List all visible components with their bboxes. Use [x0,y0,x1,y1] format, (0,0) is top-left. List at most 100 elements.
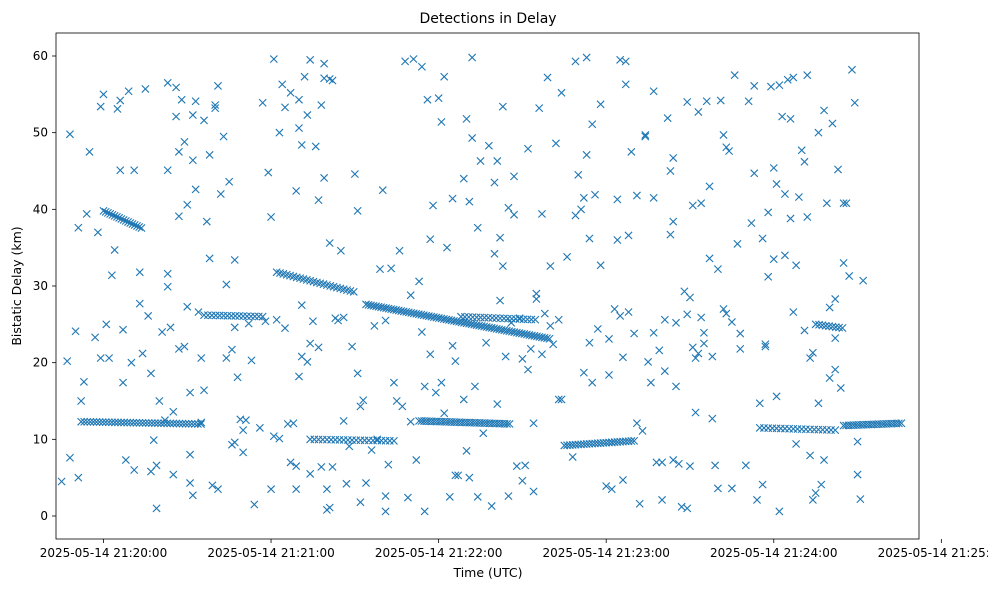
data-point [831,323,840,332]
data-point [585,338,594,347]
data-point [207,311,216,320]
data-point [314,343,323,352]
data-point [699,328,708,337]
data-point [211,101,220,110]
data-point [147,419,156,428]
data-point [683,310,692,319]
data-point [806,354,815,363]
data-point [106,209,115,218]
data-point [96,354,105,363]
data-point [123,418,132,427]
data-point [120,418,129,427]
data-point [688,201,697,210]
data-point [297,301,306,310]
data-point [230,438,239,447]
data-point [417,62,426,71]
data-point [116,96,125,105]
data-point [107,271,116,280]
data-point [191,185,200,194]
data-point [672,318,681,327]
data-point [624,308,633,317]
data-point [621,57,630,66]
data-point [605,370,613,379]
data-point [753,495,762,504]
data-point [504,492,513,501]
data-point [129,418,138,427]
data-point [117,418,126,427]
data-point [239,312,248,321]
data-point [808,495,817,504]
data-point [505,419,514,428]
data-point [512,462,521,471]
data-point [328,462,337,471]
data-point [166,323,175,332]
data-point [850,98,859,107]
data-point [117,214,126,223]
data-point [119,378,128,387]
data-point [694,107,703,116]
data-point [605,334,613,343]
data-point [431,388,440,397]
data-point [537,209,546,218]
data-point [205,150,214,159]
data-point [496,296,505,305]
data-point [403,493,412,502]
data-point [325,239,334,248]
data-point [630,329,639,338]
data-point [685,462,694,471]
data-point [213,485,222,494]
data-point [780,190,789,198]
data-point [188,156,197,165]
data-point [153,419,162,428]
y-tick-label: 10 [33,432,48,446]
data-point [250,312,259,321]
data-point [292,485,301,494]
data-point [683,504,692,513]
data-point [193,419,202,428]
data-point [845,272,854,281]
data-point [190,419,199,428]
data-point [571,57,580,66]
data-point [91,333,100,342]
data-point [786,214,795,223]
data-point [254,312,263,321]
data-point [130,220,139,229]
data-point [529,487,538,496]
x-tick-label: 2025-05-14 21:23:00 [542,546,669,560]
data-point [172,83,181,92]
data-point [163,419,172,428]
data-point [395,246,404,255]
data-point [644,357,653,366]
data-point [593,324,602,333]
data-point [649,193,658,202]
data-point [783,75,792,84]
data-point [98,418,107,427]
data-point [101,207,110,216]
data-point [119,215,128,224]
data-point [434,94,443,103]
data-point [462,446,471,455]
chart-title: Detections in Delay [419,11,556,27]
y-tick-label: 30 [33,279,48,293]
data-point [303,357,312,366]
data-point [708,414,717,423]
data-point [820,456,829,465]
data-point [484,141,493,150]
data-point [713,265,722,274]
data-point [582,53,591,62]
data-point [130,466,139,474]
data-point [549,340,558,349]
data-point [758,480,767,489]
data-point [281,324,290,333]
data-point [638,426,647,435]
data-point [535,104,544,113]
data-point [828,322,837,331]
data-point [468,134,477,143]
data-point [306,339,315,348]
data-point [897,419,906,428]
data-point [831,295,840,304]
data-point [255,423,264,432]
data-point [342,479,351,488]
data-point [356,402,365,411]
data-point [135,223,144,231]
